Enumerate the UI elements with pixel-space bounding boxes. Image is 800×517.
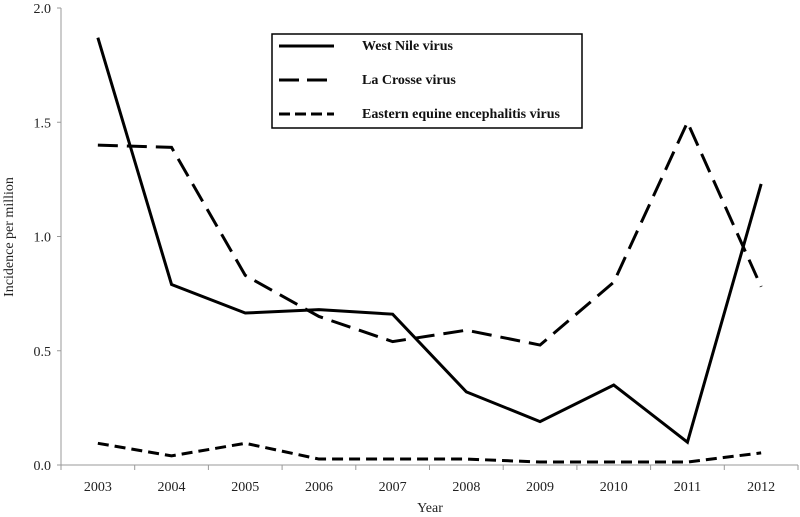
legend-label-west-nile: West Nile virus: [362, 39, 454, 54]
x-tick-label: 2011: [674, 480, 701, 495]
y-axis-label: Incidence per million: [2, 177, 17, 297]
x-tick-label: 2007: [379, 480, 407, 495]
x-tick-label: 2010: [600, 480, 628, 495]
legend-label-eee: Eastern equine encephalitis virus: [362, 107, 561, 122]
x-tick-label: 2003: [84, 480, 112, 495]
x-tick-label: 2006: [305, 480, 333, 495]
series-line-west-nile-virus: [96, 37, 763, 445]
y-tick-label: 0.5: [34, 345, 52, 360]
series-line-eastern-equine-encephalitis-virus: [97, 441, 762, 464]
y-tick-label: 0.0: [34, 459, 52, 474]
axes: [57, 7, 799, 470]
x-tick-label: 2005: [231, 480, 259, 495]
y-tick-label: 2.0: [34, 2, 52, 17]
y-tick-label: 1.0: [34, 231, 52, 246]
legend: West Nile virus La Crosse virus Eastern …: [271, 33, 583, 129]
x-tick-label: 2004: [158, 480, 186, 495]
y-tick-label: 1.5: [34, 116, 52, 131]
x-tick-label: 2008: [452, 480, 480, 495]
series-lines: [96, 37, 763, 464]
x-tick-label: 2012: [747, 480, 775, 495]
x-tick-label: 2009: [526, 480, 554, 495]
series-line-la-crosse-virus: [97, 118, 763, 347]
legend-label-la-crosse: La Crosse virus: [362, 73, 456, 88]
x-axis-label: Year: [417, 501, 443, 516]
y-tick-labels: 0.0 0.5 1.0 1.5 2.0: [34, 2, 52, 474]
x-tick-labels: 2003 2004 2005 2006 2007 2008 2009 2010 2011 2012: [84, 480, 775, 495]
